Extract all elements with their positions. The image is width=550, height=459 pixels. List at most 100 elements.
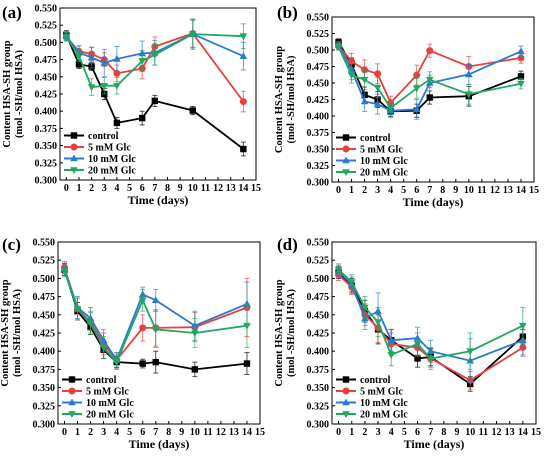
data-point [361,304,369,312]
y-tick-label: 0.500 [35,38,58,49]
data-point [191,366,199,373]
data-point [466,348,474,356]
legend-label: 10 mM Glc [86,398,134,409]
y-tick-label: 0.300 [307,420,330,431]
x-tick-label: 13 [505,427,515,438]
x-tick-label: 1 [349,185,354,196]
x-tick-label: 2 [362,427,367,438]
legend-label: 10 mM Glc [360,398,408,409]
legend-marker [342,376,350,383]
x-tick-label: 11 [203,427,212,438]
x-tick-label: 12 [490,185,500,196]
data-point [60,268,69,276]
data-point [86,320,95,328]
x-tick-label: 15 [531,427,541,438]
data-point [386,105,395,113]
x-tick-label: 0 [336,185,341,196]
y-tick-label: 0.500 [307,274,330,285]
legend-marker [342,169,350,176]
data-point [138,297,147,305]
data-point [243,299,251,307]
y-tick-label: 0.525 [307,256,330,267]
data-point [189,107,196,114]
x-tick-label: 12 [213,183,223,194]
chart-panel-2: 0.300 0.325 0.350 0.375 0.400 0.425 0.450 0.475… [274,3,539,209]
x-tick-label: 13 [229,427,239,438]
x-tick-label: 6 [140,427,145,438]
y-tick-label: 0.475 [307,292,330,303]
data-point [373,84,382,92]
x-tick-label: 9 [453,185,458,196]
data-point [152,358,159,366]
data-point [151,51,159,59]
y-tick-label: 0.350 [35,141,58,152]
data-point [414,355,421,362]
x-tick-label: 5 [402,427,407,438]
legend-label: control [88,131,119,142]
y-axis-title-line2: (mol -SH/mol HSA) [286,55,297,144]
y-tick-label: 0.425 [33,329,56,340]
legend-marker [342,145,350,153]
panel-label: (b) [277,3,298,22]
x-tick-label: 7 [153,427,158,438]
legend-label: control [86,375,117,386]
data-point [334,266,343,274]
data-point [151,97,159,105]
x-axis-title: Time (days) [403,195,464,209]
y-tick-label: 0.450 [33,310,56,321]
x-tick-label: 8 [166,427,171,438]
data-point [360,76,369,84]
data-point [87,84,96,92]
x-tick-label: 5 [127,183,132,194]
legend-marker [342,387,350,395]
x-tick-label: 14 [518,427,528,438]
x-tick-label: 10 [188,183,198,194]
y-tick-label: 0.475 [35,55,58,66]
y-tick-label: 0.400 [307,112,330,123]
x-tick-label: 7 [428,427,433,438]
legend-label: 20 mM Glc [86,410,134,421]
y-tick-label: 0.350 [307,145,330,156]
chart-panel-4: 0.300 0.325 0.350 0.375 0.400 0.425 0.450 0.475… [274,235,541,451]
x-tick-label: 0 [62,427,67,438]
data-point [387,336,396,344]
y-tick-label: 0.550 [307,238,330,249]
data-point [112,359,121,367]
y-tick-label: 0.425 [307,95,330,106]
x-tick-label: 1 [75,427,80,438]
y-tick-label: 0.475 [307,62,330,73]
y-tick-label: 0.500 [33,274,56,285]
x-tick-label: 11 [201,183,210,194]
legend-label: 5 mM Glc [88,143,131,154]
legend-label: 5 mM Glc [86,387,129,398]
y-tick-label: 0.325 [33,401,56,412]
x-axis-title: Time (days) [128,193,189,207]
x-tick-label: 8 [165,183,170,194]
y-tick-label: 0.550 [307,13,330,24]
series-20-mm-glc [62,19,248,96]
x-axis-title: Time (days) [129,437,190,451]
x-axis-title: Time (days) [404,437,465,451]
y-tick-label: 0.525 [307,29,330,40]
x-tick-label: 6 [414,185,419,196]
panel-label: (d) [277,235,298,254]
legend-marker [68,398,76,406]
y-tick-label: 0.525 [33,256,56,267]
legend-marker [342,134,350,141]
x-tick-label: 2 [362,185,367,196]
data-point [465,70,473,78]
data-point [517,73,525,80]
data-point [139,360,146,367]
data-point [387,352,396,359]
legend-marker [342,411,350,418]
data-point [519,322,527,330]
data-point [62,34,71,41]
x-tick-label: 12 [216,427,226,438]
y-tick-label: 0.425 [307,329,330,340]
data-point [243,322,251,330]
legend-label: 20 mM Glc [360,410,408,421]
y-tick-label: 0.325 [307,401,330,412]
y-tick-label: 0.400 [35,107,58,118]
x-tick-label: 8 [441,427,446,438]
